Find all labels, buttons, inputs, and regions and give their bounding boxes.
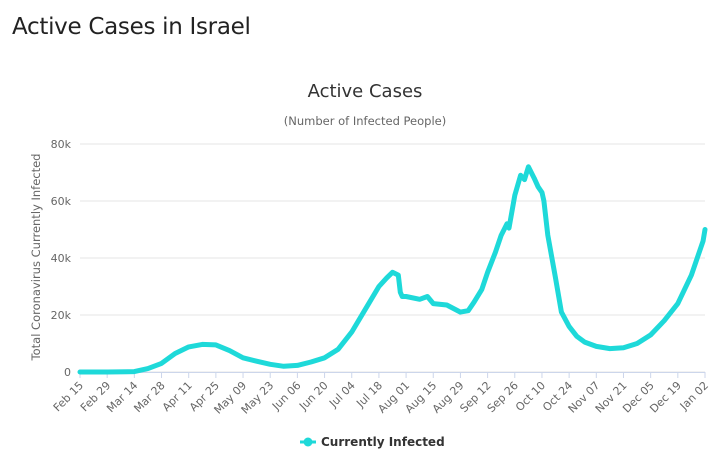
y-tick-label: 0 bbox=[64, 366, 71, 379]
chart-title: Active Cases bbox=[308, 81, 423, 102]
chart-subtitle: (Number of Infected People) bbox=[284, 114, 446, 128]
y-tick-label: 40k bbox=[51, 252, 72, 265]
series-layer bbox=[77, 164, 708, 375]
x-tick-label: Jun 20 bbox=[296, 379, 330, 413]
legend-label[interactable]: Currently Infected bbox=[321, 435, 445, 449]
y-axis-title: Total Coronavirus Currently Infected bbox=[29, 154, 43, 362]
x-tick-label: Mar 28 bbox=[131, 379, 167, 415]
y-tick-label: 80k bbox=[51, 138, 72, 151]
y-tick-label: 20k bbox=[51, 309, 72, 322]
x-tick-label: Sep 26 bbox=[485, 379, 521, 415]
x-tick-label: Jun 06 bbox=[269, 379, 303, 413]
y-axis-ticks: 0 20k 40k 60k 80k bbox=[51, 138, 72, 379]
x-tick-label: Jul 04 bbox=[326, 379, 358, 411]
gridlines bbox=[80, 143, 705, 373]
legend[interactable]: Currently Infected bbox=[300, 435, 445, 449]
page-heading: Active Cases in Israel bbox=[12, 14, 251, 40]
legend-marker[interactable] bbox=[303, 437, 313, 447]
x-tick-label: Jan 02 bbox=[677, 379, 711, 413]
series-line-currently-infected[interactable] bbox=[77, 164, 708, 375]
y-tick-label: 60k bbox=[51, 195, 72, 208]
